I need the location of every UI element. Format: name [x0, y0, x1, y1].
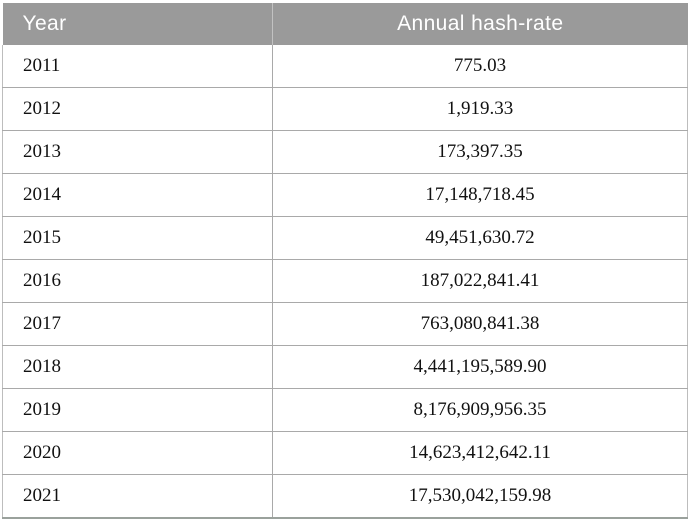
- table-row: 2012 1,919.33: [2, 87, 688, 131]
- table-row: 2018 4,441,195,589.90: [2, 345, 688, 389]
- year-cell: 2013: [2, 130, 273, 174]
- year-cell: 2014: [2, 173, 273, 217]
- hash-rate-cell: 173,397.35: [272, 130, 688, 174]
- annual-hash-rate-table: Year Annual hash-rate 2011 775.03 2012 1…: [2, 3, 688, 519]
- hash-rate-cell: 8,176,909,956.35: [272, 388, 688, 432]
- table-row: 2016 187,022,841.41: [2, 259, 688, 303]
- year-cell: 2011: [2, 45, 273, 88]
- table-row: 2014 17,148,718.45: [2, 173, 688, 217]
- table-row: 2017 763,080,841.38: [2, 302, 688, 346]
- column-header-annual-hash-rate: Annual hash-rate: [272, 3, 688, 45]
- annual-hash-rate-table-container: Year Annual hash-rate 2011 775.03 2012 1…: [2, 3, 688, 519]
- table-row: 2021 17,530,042,159.98: [2, 474, 688, 519]
- table-row: 2020 14,623,412,642.11: [2, 431, 688, 475]
- year-cell: 2021: [2, 474, 273, 519]
- year-cell: 2016: [2, 259, 273, 303]
- header-row: Year Annual hash-rate: [2, 3, 688, 45]
- year-cell: 2012: [2, 87, 273, 131]
- hash-rate-cell: 17,530,042,159.98: [272, 474, 688, 519]
- hash-rate-cell: 17,148,718.45: [272, 173, 688, 217]
- column-header-year: Year: [2, 3, 273, 45]
- hash-rate-cell: 14,623,412,642.11: [272, 431, 688, 475]
- table-row: 2019 8,176,909,956.35: [2, 388, 688, 432]
- table-row: 2015 49,451,630.72: [2, 216, 688, 260]
- table-header: Year Annual hash-rate: [2, 3, 688, 45]
- year-cell: 2017: [2, 302, 273, 346]
- year-cell: 2015: [2, 216, 273, 260]
- hash-rate-cell: 49,451,630.72: [272, 216, 688, 260]
- year-cell: 2020: [2, 431, 273, 475]
- table-row: 2013 173,397.35: [2, 130, 688, 174]
- hash-rate-cell: 775.03: [272, 45, 688, 88]
- year-cell: 2018: [2, 345, 273, 389]
- hash-rate-cell: 763,080,841.38: [272, 302, 688, 346]
- hash-rate-cell: 187,022,841.41: [272, 259, 688, 303]
- table-body: 2011 775.03 2012 1,919.33 2013 173,397.3…: [2, 45, 688, 519]
- hash-rate-cell: 1,919.33: [272, 87, 688, 131]
- year-cell: 2019: [2, 388, 273, 432]
- hash-rate-cell: 4,441,195,589.90: [272, 345, 688, 389]
- table-row: 2011 775.03: [2, 45, 688, 88]
